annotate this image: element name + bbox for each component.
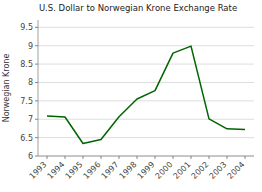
y-tick-label: 9.5 xyxy=(20,23,33,32)
y-grid xyxy=(38,27,254,156)
x-tick-label: 1993 xyxy=(28,160,49,181)
x-tick-label: 2003 xyxy=(208,160,229,181)
plot-area xyxy=(47,46,245,143)
grid-line xyxy=(38,64,254,65)
data-line xyxy=(47,46,245,143)
x-tick xyxy=(209,156,210,159)
x-tick xyxy=(191,156,192,159)
background xyxy=(0,0,262,192)
x-axis-line xyxy=(38,156,254,157)
grid-line xyxy=(38,137,254,138)
y-tick-label: 6.5 xyxy=(20,134,33,143)
y-tick xyxy=(35,100,38,101)
grid-line xyxy=(38,27,254,28)
y-tick-label: 8 xyxy=(28,78,33,87)
x-tick xyxy=(47,156,48,159)
y-tick xyxy=(35,156,38,157)
grid-line xyxy=(38,100,254,101)
y-tick xyxy=(35,82,38,83)
grid-line xyxy=(38,45,254,46)
x-tick-label: 1998 xyxy=(118,160,139,181)
x-tick-label: 1996 xyxy=(82,160,103,181)
y-tick-label: 7.5 xyxy=(20,97,33,106)
x-tick-label: 1997 xyxy=(100,160,121,181)
x-tick xyxy=(101,156,102,159)
y-axis-line xyxy=(38,20,39,156)
y-tick xyxy=(35,137,38,138)
x-tick xyxy=(227,156,228,159)
x-tick xyxy=(65,156,66,159)
grid-line xyxy=(38,119,254,120)
title: U.S. Dollar to Norwegian Krone Exchange … xyxy=(39,3,237,13)
x-tick-label: 2002 xyxy=(190,160,211,181)
y-tick xyxy=(35,64,38,65)
x-tick xyxy=(173,156,174,159)
y-tick xyxy=(35,45,38,46)
chart-container: 6 6.5 7 7.5 8 8.5 9 9.5 199319941995199619971998… xyxy=(0,0,262,192)
y-tick-label: 7 xyxy=(28,115,33,124)
x-tick-label: 1995 xyxy=(64,160,85,181)
y-axis-label: Norwegian Krone xyxy=(2,54,11,123)
x-tick xyxy=(119,156,120,159)
x-tick-label: 2001 xyxy=(172,160,193,181)
y-tick-label: 8.5 xyxy=(20,60,33,69)
x-tick-label: 1994 xyxy=(46,160,67,181)
x-tick-label: 1999 xyxy=(136,160,157,181)
chart: 6 6.5 7 7.5 8 8.5 9 9.5 199319941995199619971998… xyxy=(0,0,262,192)
x-tick xyxy=(83,156,84,159)
x-tick-label: 2000 xyxy=(154,160,175,181)
x-tick-label: 2004 xyxy=(226,160,247,181)
x-tick xyxy=(137,156,138,159)
x-tick xyxy=(245,156,246,159)
grid-line xyxy=(38,82,254,83)
y-tick xyxy=(35,119,38,120)
x-tick xyxy=(155,156,156,159)
y-tick-label: 6 xyxy=(28,152,33,161)
y-tick-label: 9 xyxy=(28,42,33,51)
grid-line xyxy=(38,156,254,157)
y-tick xyxy=(35,27,38,28)
